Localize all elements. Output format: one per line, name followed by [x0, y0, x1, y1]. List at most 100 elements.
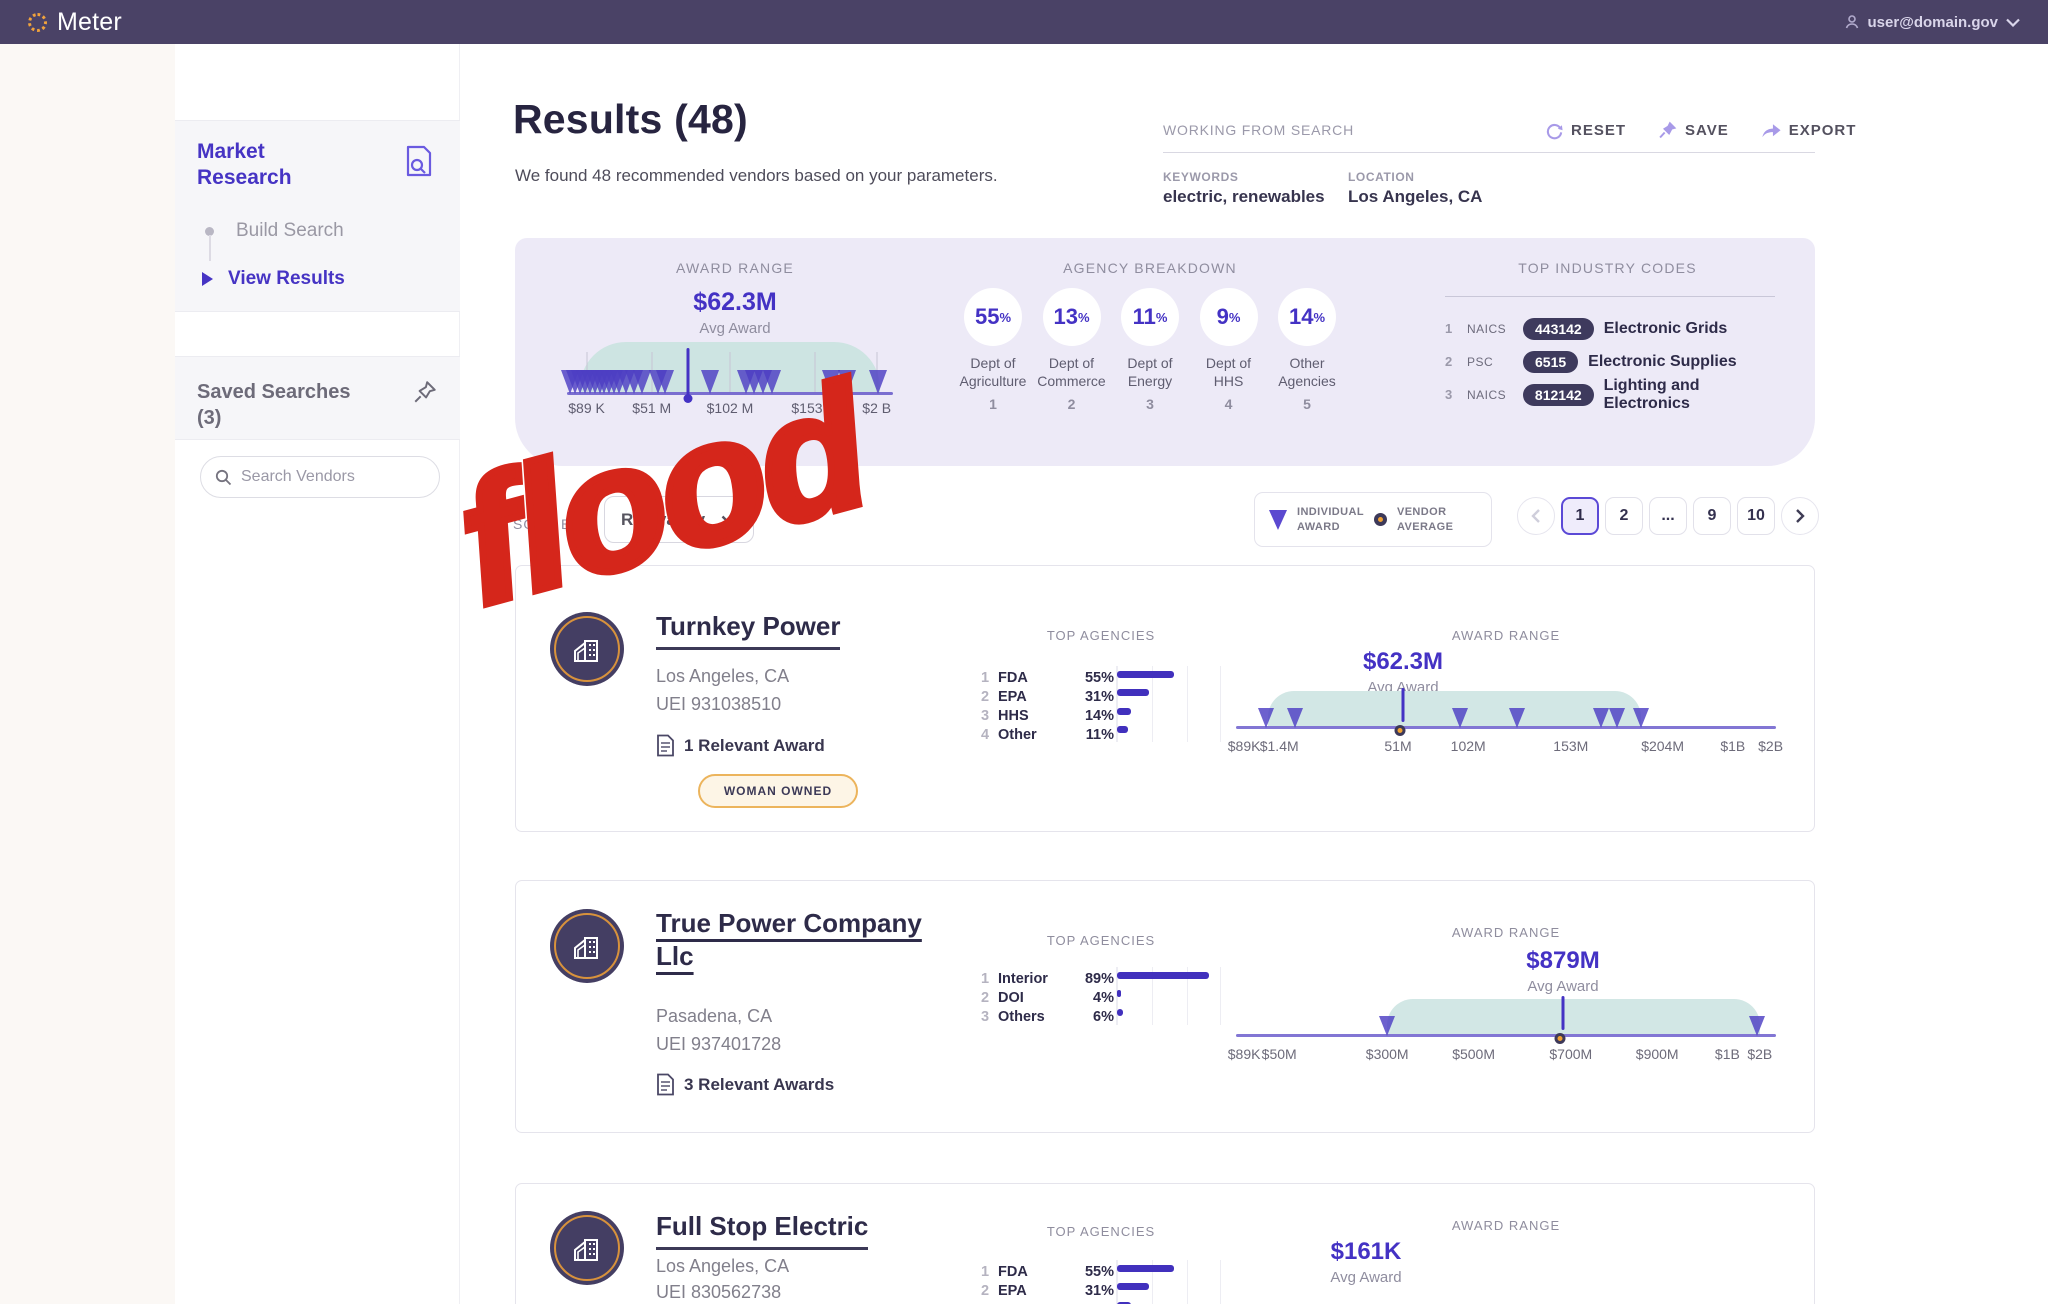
prev-page-button[interactable]	[1517, 497, 1555, 535]
save-button[interactable]: SAVE	[1658, 120, 1729, 140]
document-icon	[657, 734, 674, 757]
agency-row: 1 Interior 89%	[981, 971, 1114, 987]
code-badge: 6515	[1523, 350, 1579, 373]
individual-award-marker-icon	[838, 370, 857, 394]
building-icon	[574, 640, 598, 662]
individual-award-marker-icon	[655, 370, 674, 394]
active-step-triangle-icon	[202, 272, 213, 286]
code-rank: 1	[1445, 321, 1453, 336]
relevant-awards-link[interactable]: 3 Relevant Awards	[656, 1073, 834, 1096]
agency-bar-chart	[1116, 666, 1221, 742]
award-range-histogram	[561, 336, 893, 403]
agency-name: Dept of Agriculture	[959, 355, 1027, 390]
avg-award-label: Avg Award	[1527, 978, 1599, 995]
agency-rank: 5	[1303, 396, 1311, 413]
individual-award-marker-icon	[1269, 509, 1287, 530]
agency-pct: 11	[1132, 304, 1156, 329]
save-label: SAVE	[1685, 121, 1729, 139]
tick-label: $2B	[1747, 1046, 1773, 1062]
left-rail	[0, 44, 175, 1304]
tick-label: $1.4M	[1259, 738, 1299, 754]
vendor-name-link[interactable]: Turnkey Power	[656, 610, 841, 650]
sidebar-item-view-results[interactable]: View Results	[202, 261, 345, 297]
page-button-ellipsis[interactable]: ...	[1649, 497, 1687, 535]
agency-row: 2 DOI 4%	[981, 990, 1114, 1006]
page-button-1[interactable]: 1	[1561, 497, 1599, 535]
code-badge: 812142	[1522, 383, 1594, 406]
agency-row: 2 EPA 31%	[981, 689, 1114, 705]
gridline	[729, 352, 731, 394]
vendor-name-link[interactable]: Full Stop Electric	[656, 1210, 869, 1250]
location-value: Los Angeles, CA	[1348, 187, 1483, 206]
tick-label: 51M	[1384, 738, 1412, 754]
sidebar-item-label: Build Search	[236, 220, 344, 241]
award-range-title: AWARD RANGE	[1451, 925, 1561, 940]
reset-label: RESET	[1571, 121, 1627, 139]
individual-award-marker-icon	[1287, 708, 1304, 728]
export-button[interactable]: EXPORT	[1761, 121, 1857, 139]
tick-label: $51 M	[632, 400, 672, 416]
code-rank: 2	[1445, 354, 1453, 369]
next-page-button[interactable]	[1781, 497, 1819, 535]
woman-owned-badge: WOMAN OWNED	[698, 774, 858, 808]
tick-label: $1B	[1720, 738, 1746, 754]
tick-label: $500M	[1452, 1046, 1495, 1062]
search-input[interactable]	[241, 468, 411, 486]
chevron-left-icon	[1531, 509, 1540, 523]
user-menu[interactable]: user@domain.gov	[1844, 14, 2020, 31]
individual-award-marker-icon	[1257, 708, 1274, 728]
pin-icon	[1659, 121, 1677, 139]
award-range-ticks: $89 K $51 M $102 M $153 M $2 B	[567, 400, 893, 420]
vendor-name-link[interactable]: True Power Company Llc	[656, 908, 922, 971]
avg-award-value: $62.3M	[693, 288, 777, 316]
agency-name: Dept of HHS	[1205, 355, 1252, 390]
relevant-awards-link[interactable]: 1 Relevant Award	[656, 734, 825, 757]
agency-pct: 14	[1288, 304, 1314, 329]
sidebar-item-build-search[interactable]: Build Search	[205, 213, 345, 261]
agency-rank: 1	[989, 396, 997, 413]
award-range-title: AWARD RANGE	[676, 260, 794, 276]
agency-bar	[1117, 726, 1129, 733]
agency-row: 1 FDA 55%	[981, 670, 1114, 686]
individual-award-marker-icon	[1508, 708, 1525, 728]
reset-button[interactable]: RESET	[1545, 121, 1626, 140]
agency-bar	[1117, 671, 1174, 678]
relevant-awards-label: 3 Relevant Awards	[684, 1074, 835, 1094]
agency-bar	[1117, 972, 1209, 979]
agency-item: 55% Dept of Agriculture 1	[955, 288, 1031, 412]
individual-award-marker-icon	[1749, 1016, 1766, 1036]
pct-unit: %	[1155, 309, 1168, 325]
agency-bar	[1117, 1283, 1149, 1290]
award-range-ticks: $89K $1.4M 51M 102M 153M $204M $1B $2B	[1228, 738, 1783, 758]
vendor-uei: UEI 937401728	[656, 1034, 782, 1054]
industry-codes-list: 1 NAICS 443142 Electronic Grids 2 PSC 65…	[1445, 312, 1790, 412]
tick-label: 102M	[1450, 738, 1486, 754]
agency-name: Dept of Commerce	[1037, 355, 1106, 390]
avg-award: $62.3M Avg Award	[560, 288, 910, 337]
tick-label: $1B	[1714, 1046, 1740, 1062]
agency-pct: 9	[1216, 304, 1229, 329]
agency-bar	[1117, 1265, 1174, 1272]
page-button-10[interactable]: 10	[1737, 497, 1775, 535]
vendor-card-true-power: True Power Company Llc Pasadena, CA UEI …	[515, 880, 1815, 1133]
individual-award-marker-icon	[632, 370, 651, 394]
page-button-9[interactable]: 9	[1693, 497, 1731, 535]
vendor-avatar	[550, 909, 624, 983]
gridline	[814, 352, 816, 394]
sort-by-label: SORY BY	[513, 516, 582, 532]
individual-award-marker-icon	[869, 370, 888, 394]
sort-dropdown[interactable]: Relevancy	[604, 496, 754, 543]
individual-award-marker-icon	[1633, 708, 1649, 728]
avg-award-value: $62.3M	[1362, 648, 1444, 675]
code-type: NAICS	[1466, 387, 1507, 402]
industry-codes-title: TOP INDUSTRY CODES	[1518, 260, 1697, 276]
vendor-uei: UEI 931038510	[656, 694, 782, 714]
sidebar-section-saved-searches[interactable]: Saved Searches (3)	[175, 356, 460, 440]
code-type: PSC	[1467, 354, 1494, 369]
award-range-title: AWARD RANGE	[1451, 628, 1561, 643]
agency-bar-chart	[1116, 1260, 1221, 1304]
building-icon	[574, 1239, 598, 1261]
page-button-2[interactable]: 2	[1605, 497, 1643, 535]
vendor-search	[200, 456, 440, 498]
top-agencies-title: TOP AGENCIES	[1046, 628, 1156, 643]
